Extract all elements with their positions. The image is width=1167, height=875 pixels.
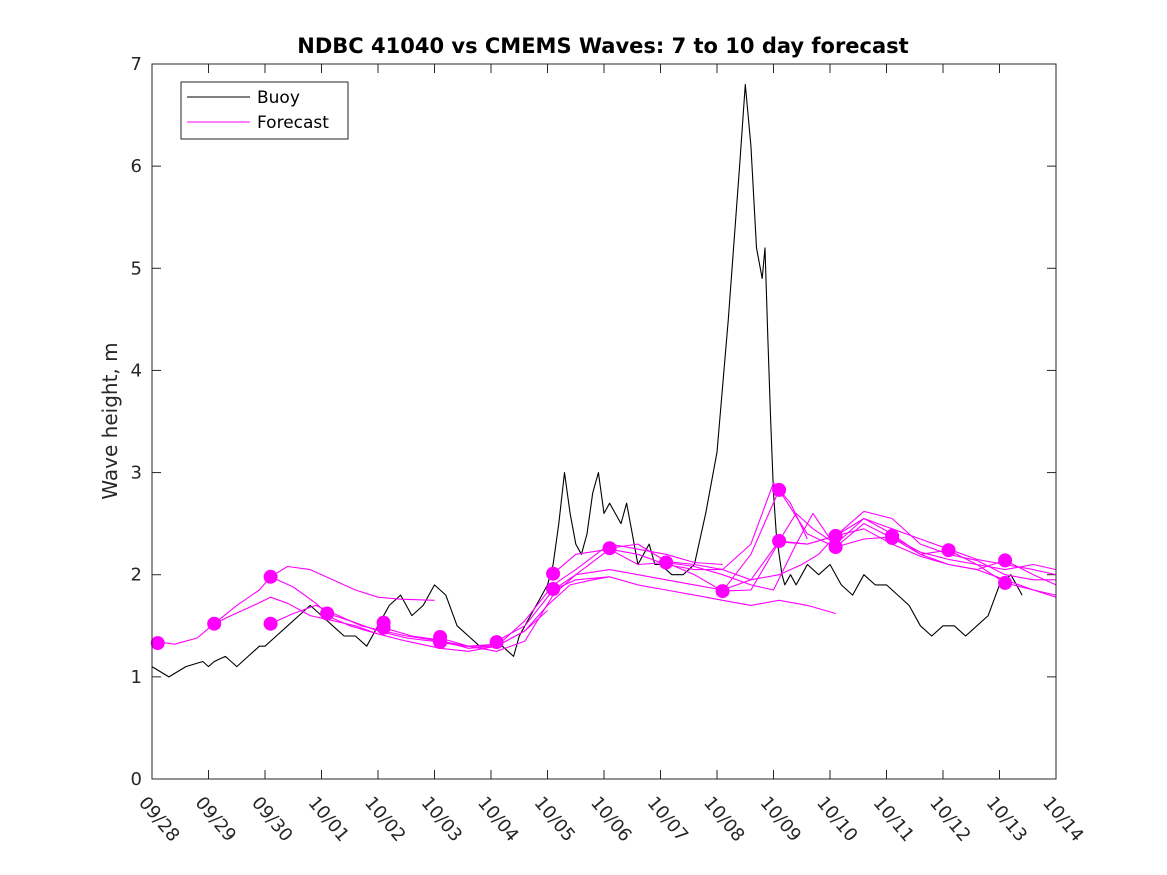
forecast-marker [263, 569, 278, 584]
forecast-marker [998, 553, 1013, 568]
plot-area [152, 64, 1056, 779]
axis-ticks [151, 63, 1057, 780]
forecast-marker [659, 555, 674, 570]
forecast-marker [885, 530, 900, 545]
legend-forecast-label: Forecast [257, 113, 329, 133]
y-tick-label: 1 [131, 667, 142, 688]
y-tick-label: 2 [131, 565, 142, 586]
y-tick-labels: 0 1 2 3 4 5 6 7 [131, 54, 142, 790]
forecast-marker [433, 635, 448, 650]
forecast-line-1 [151, 596, 379, 645]
forecast-marker [772, 482, 787, 497]
forecast-marker [376, 620, 391, 635]
legend-box [180, 81, 349, 140]
forecast-line-12 [665, 510, 1056, 592]
buoy-series [151, 83, 1023, 678]
y-tick-label: 4 [131, 360, 142, 381]
y-axis-label: Wave height, m [98, 342, 122, 499]
legend: Buoy Forecast [180, 81, 349, 140]
forecast-marker [546, 582, 561, 596]
chart-title: NDBC 41040 vs CMEMS Waves: 7 to 10 day f… [297, 34, 908, 58]
forecast-line-7 [439, 482, 808, 652]
forecast-marker [207, 616, 222, 631]
forecast-marker [546, 566, 561, 581]
forecast-marker [320, 606, 335, 621]
forecast-marker [602, 541, 617, 556]
forecast-line-2 [213, 565, 435, 625]
forecast-marker [489, 635, 504, 650]
forecast-marker [263, 616, 278, 631]
buoy-line [151, 83, 1023, 678]
y-tick-label: 3 [131, 463, 142, 484]
forecast-marker [828, 540, 843, 555]
forecast-line-14 [779, 528, 1057, 586]
plot-frame [151, 63, 1057, 780]
forecast-marker [150, 636, 165, 651]
forecast-marker [715, 584, 730, 599]
y-tick-label: 6 [131, 156, 142, 177]
forecast-marker [998, 575, 1013, 590]
forecast-marker [941, 543, 956, 558]
legend-buoy-label: Buoy [257, 88, 300, 108]
y-tick-label: 7 [131, 54, 142, 75]
forecast-marker [828, 528, 843, 543]
y-tick-label: 0 [131, 769, 142, 790]
forecast-line-9 [552, 512, 1057, 591]
y-tick-label: 5 [131, 258, 142, 279]
forecast-markers [150, 482, 1013, 651]
forecast-marker [772, 534, 787, 548]
